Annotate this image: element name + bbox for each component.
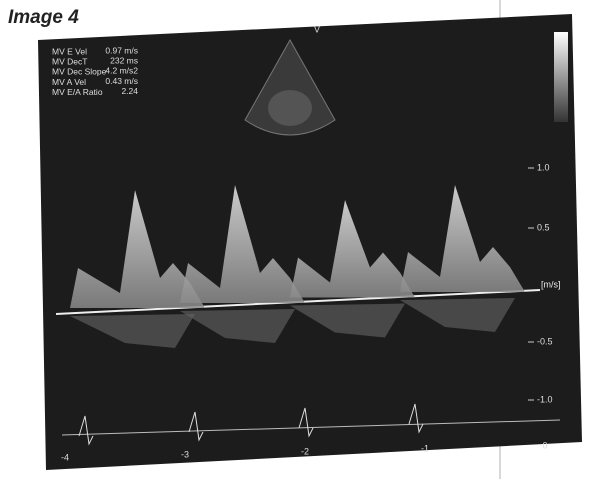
time-tick-label: -4 [61,452,69,462]
velocity-tick-label: -0.5 [537,336,553,346]
qrs [78,415,94,446]
measurement-value: 4.2 m/s2 [105,66,138,76]
time-axis: -4 -3 -2 -1 0 [61,440,548,462]
reverse-flow [400,298,515,333]
page-title: Image 4 [8,7,79,28]
measurement-value: 0.97 m/s [105,45,138,55]
velocity-tick-label: 1.0 [537,162,550,172]
measurement-value: 0.43 m/s [105,76,138,86]
doppler-spectrum [70,185,525,446]
gray-scale-bar [554,32,568,122]
time-tick-label: -2 [301,446,309,456]
measurement-value: 232 ms [110,55,138,65]
measurement-label: MV A Vel [52,77,86,87]
velocity-axis: 1.0 0.5 -0.5 -1.0 [m/s] [528,162,561,404]
echo-heart [268,90,312,126]
time-tick-label: -1 [421,443,429,453]
measurement-label: MV E Vel [52,46,87,56]
reverse-flow [180,309,295,344]
velocity-tick-label: 0.5 [537,222,550,232]
qrs [408,403,424,434]
sector-marker: V [314,24,320,34]
echo-sector [244,38,336,136]
e-wave [290,200,415,298]
e-wave [400,185,525,293]
e-wave [70,190,205,309]
e-wave [180,185,305,304]
time-tick-label: -3 [181,449,189,459]
reverse-flow [70,314,195,349]
qrs [298,407,314,438]
measurement-label: MV Dec Slope [52,67,107,77]
measurement-label: MV E/A Ratio [52,87,103,97]
time-tick-label: 0 [542,440,547,450]
ultrasound-panel [38,14,582,470]
qrs [188,411,204,442]
velocity-unit: [m/s] [541,279,561,289]
measurement-value: 2.24 [121,86,138,96]
ecg-trace [61,419,561,436]
velocity-tick-label: -1.0 [537,394,553,404]
reverse-flow [290,303,405,338]
measurement-label: MV DecT [52,56,87,66]
